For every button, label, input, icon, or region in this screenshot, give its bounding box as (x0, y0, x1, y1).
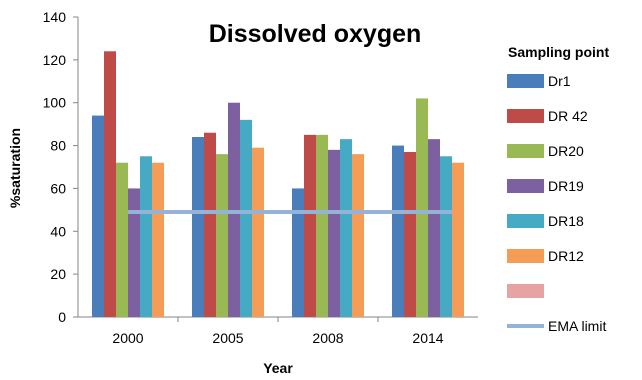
bar-dr18-2000 (140, 156, 152, 317)
bar-dr18-2008 (340, 139, 352, 317)
legend-title: Sampling point (508, 44, 609, 60)
legend-label: EMA limit (548, 318, 606, 334)
bar-dr20-2014 (416, 98, 428, 317)
bar-dr12-2005 (252, 147, 264, 317)
bar-dr1-2008 (292, 188, 304, 317)
bar-dr19-2014 (428, 139, 440, 317)
x-axis-label: Year (263, 360, 293, 376)
y-tick-label: 60 (50, 180, 66, 196)
x-tick-label: 2000 (112, 330, 143, 346)
legend-swatch (507, 179, 544, 193)
bar-dr42-2008 (304, 134, 316, 317)
bar-dr12-2014 (452, 162, 464, 317)
legend-label: DR12 (548, 248, 584, 264)
y-tick-label: 40 (50, 223, 66, 239)
legend-label: DR19 (548, 178, 584, 194)
bar-dr12-2000 (152, 162, 164, 317)
plot-area: 0 20 40 60 80 100 120 140 2000 2005 2008 2014 (43, 9, 478, 346)
y-tick-label: 80 (50, 138, 66, 154)
bar-dr1-2014 (392, 145, 404, 317)
legend-swatch (507, 284, 544, 298)
bar-dr42-2000 (104, 51, 116, 318)
x-tick-label: 2008 (312, 330, 343, 346)
x-tick-label: 2014 (412, 330, 443, 346)
y-tick-label: 120 (43, 52, 67, 68)
legend-swatch (507, 249, 544, 263)
bar-dr20-2008 (316, 134, 328, 317)
bar-dr19-2000 (128, 188, 140, 317)
legend-label: Dr1 (548, 73, 571, 89)
legend-swatch (507, 109, 544, 123)
bar-dr42-2005 (204, 132, 216, 317)
bar-dr20-2005 (216, 154, 228, 317)
bar-dr1-2000 (92, 115, 104, 317)
legend-label: DR18 (548, 213, 584, 229)
bar-dr19-2005 (228, 102, 240, 317)
legend-swatch (507, 144, 544, 158)
y-axis-label: %saturation (7, 128, 23, 208)
legend-label: DR 42 (548, 108, 588, 124)
bar-dr18-2014 (440, 156, 452, 317)
bar-dr19-2008 (328, 149, 340, 317)
y-tick-label: 20 (50, 266, 66, 282)
bar-dr42-2014 (404, 152, 416, 317)
legend: Sampling point Dr1 DR 42 DR20 DR19 DR18 DR12 E… (507, 44, 609, 334)
legend-swatch (507, 74, 544, 88)
chart-title: Dissolved oxygen (209, 20, 422, 48)
bar-dr20-2000 (116, 162, 128, 317)
y-tick-label: 0 (58, 309, 66, 325)
legend-label: DR20 (548, 143, 584, 159)
y-tick-label: 100 (43, 95, 67, 111)
bar-dr12-2008 (352, 154, 364, 317)
bar-dr18-2005 (240, 119, 252, 317)
y-tick-label: 140 (43, 9, 67, 25)
x-tick-label: 2005 (212, 330, 243, 346)
legend-swatch (507, 214, 544, 228)
bar-dr1-2005 (192, 137, 204, 317)
